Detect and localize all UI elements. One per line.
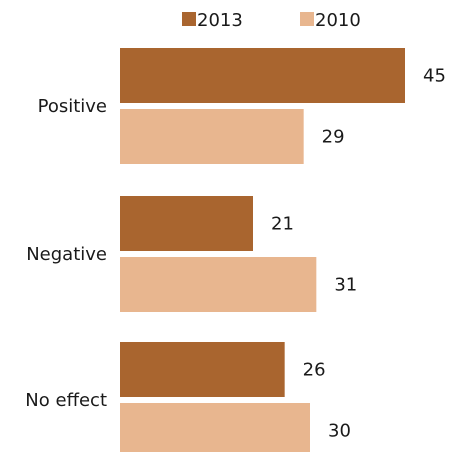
- bar-series-group: [120, 48, 405, 452]
- data-label-positive-2013: 45: [423, 66, 446, 87]
- category-label-negative: Negative: [26, 244, 107, 265]
- bar-no-effect-2013: [120, 342, 285, 397]
- legend-swatch-2010: [300, 12, 314, 26]
- category-label-positive: Positive: [38, 96, 107, 117]
- bar-negative-2013: [120, 196, 253, 251]
- category-label-no-effect: No effect: [25, 390, 107, 411]
- data-label-negative-2010: 31: [334, 275, 357, 296]
- bar-no-effect-2010: [120, 403, 310, 452]
- data-label-no-effect-2013: 26: [303, 360, 326, 381]
- bar-positive-2013: [120, 48, 405, 103]
- chart-legend: 2013 2010: [182, 10, 361, 31]
- legend-label-2010: 2010: [315, 10, 361, 31]
- category-axis-labels: Positive Negative No effect: [25, 96, 107, 411]
- data-label-positive-2010: 29: [322, 127, 345, 148]
- data-label-no-effect-2010: 30: [328, 421, 351, 442]
- bar-positive-2010: [120, 109, 304, 164]
- legend-label-2013: 2013: [197, 10, 243, 31]
- bar-negative-2010: [120, 257, 316, 312]
- data-label-negative-2013: 21: [271, 214, 294, 235]
- legend-swatch-2013: [182, 12, 196, 26]
